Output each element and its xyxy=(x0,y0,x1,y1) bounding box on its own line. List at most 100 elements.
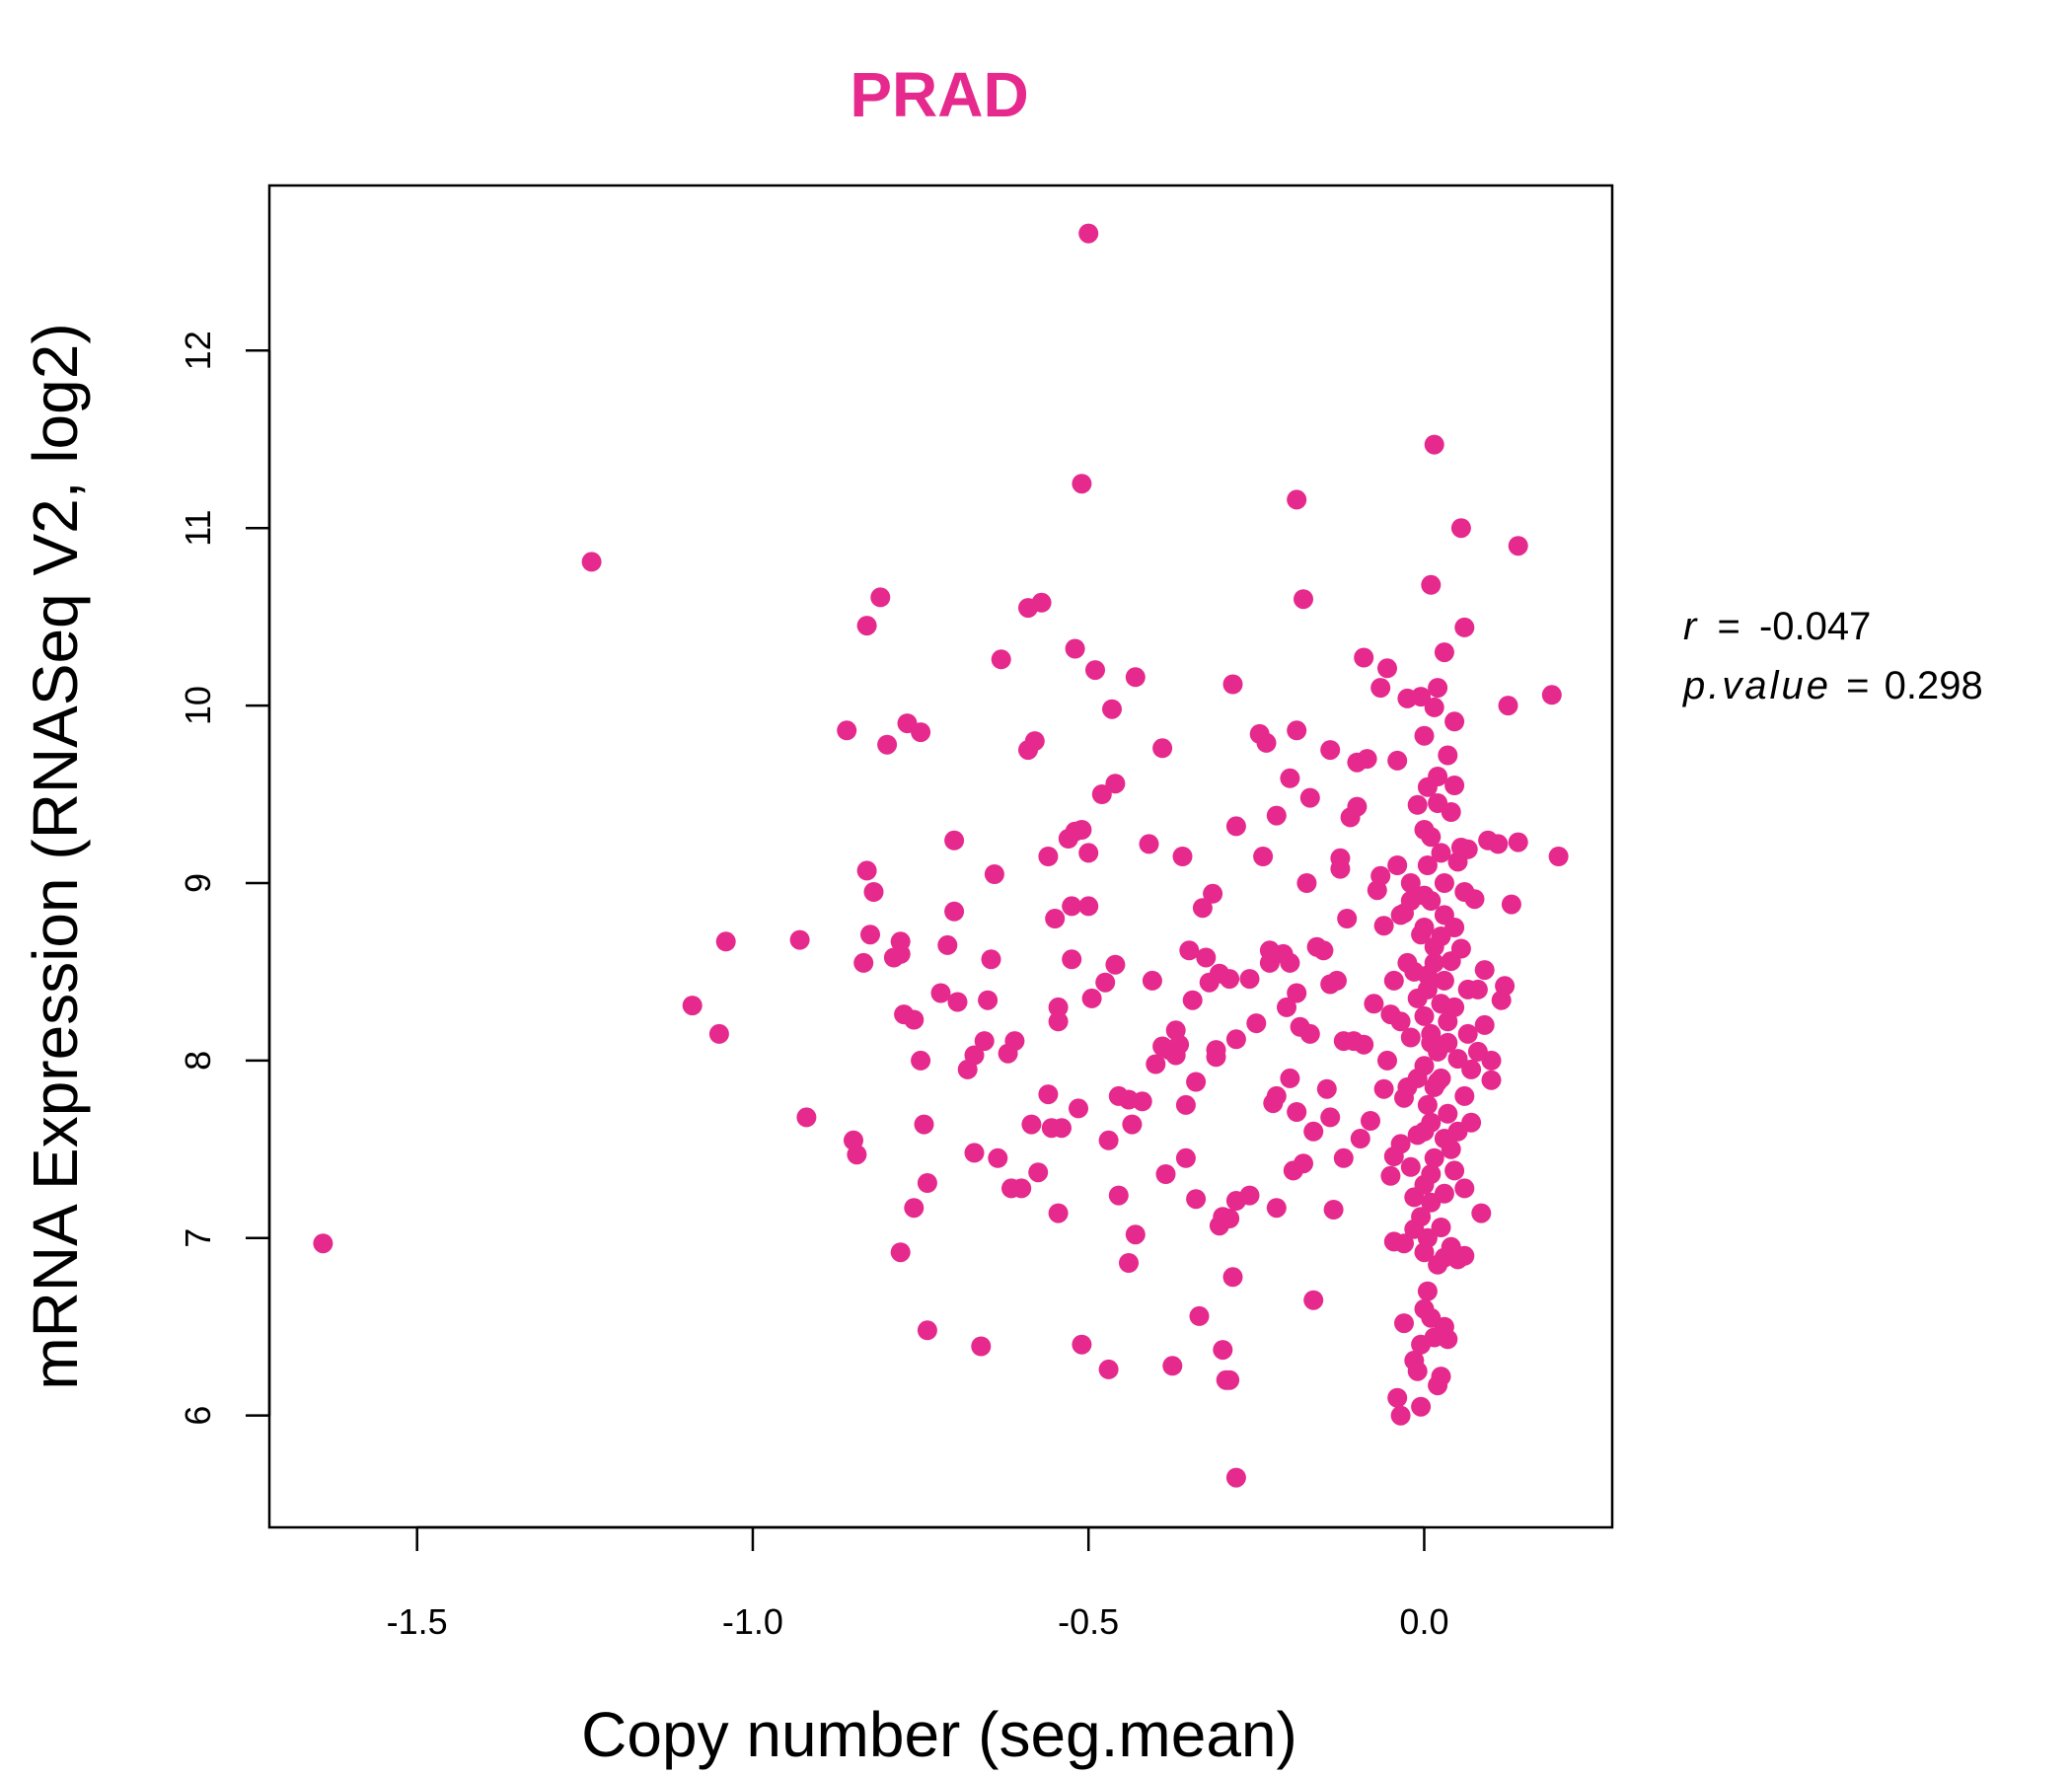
data-point xyxy=(1495,976,1516,997)
data-point xyxy=(1434,970,1454,991)
data-point xyxy=(1294,1153,1313,1174)
data-point xyxy=(1239,1185,1260,1206)
data-point xyxy=(991,649,1011,670)
data-point xyxy=(1441,1139,1461,1159)
data-point xyxy=(581,552,602,572)
data-point xyxy=(1316,1078,1337,1099)
data-point xyxy=(1052,1118,1072,1139)
data-point xyxy=(937,934,958,955)
data-point xyxy=(1146,1054,1166,1074)
data-point xyxy=(1206,1047,1226,1068)
data-point xyxy=(1467,979,1488,999)
data-point xyxy=(1091,784,1112,804)
data-point xyxy=(1299,787,1320,808)
data-point xyxy=(1481,1070,1502,1090)
data-point xyxy=(1122,1114,1143,1135)
data-point xyxy=(1024,731,1045,752)
data-point xyxy=(1350,1129,1370,1148)
data-point xyxy=(1417,1281,1438,1301)
data-point xyxy=(930,983,951,1003)
y-axis-label: mRNA Expression (RNASeq V2, log2) xyxy=(20,323,91,1389)
data-point xyxy=(1424,1076,1444,1097)
data-point xyxy=(1303,1121,1324,1142)
data-point xyxy=(1337,909,1358,928)
data-point xyxy=(856,860,877,881)
data-point xyxy=(1407,1361,1428,1381)
data-point xyxy=(984,864,1004,884)
data-point xyxy=(1287,489,1307,510)
y-tick-label: 11 xyxy=(178,510,218,547)
data-point xyxy=(1428,678,1448,699)
data-point xyxy=(715,931,736,952)
data-point xyxy=(1417,979,1438,999)
data-point xyxy=(1428,1254,1448,1275)
data-point xyxy=(917,1173,937,1193)
data-point xyxy=(1383,970,1404,991)
data-point xyxy=(1189,1305,1210,1326)
data-point xyxy=(1256,732,1277,753)
data-point xyxy=(1004,1031,1025,1052)
data-point xyxy=(1182,990,1203,1010)
data-point xyxy=(1454,1085,1475,1106)
data-point xyxy=(1414,1005,1435,1026)
data-point xyxy=(1246,1013,1267,1034)
chart-title: PRAD xyxy=(850,59,1028,130)
x-tick-label: -1.5 xyxy=(387,1601,448,1642)
data-point xyxy=(1313,940,1334,961)
data-point xyxy=(1287,983,1307,1003)
data-point xyxy=(1450,838,1471,857)
data-point xyxy=(1330,858,1351,879)
data-point xyxy=(1370,678,1391,699)
data-point xyxy=(890,1242,911,1263)
data-point xyxy=(1299,1023,1320,1044)
data-point xyxy=(1081,988,1102,1008)
data-point xyxy=(1072,474,1092,494)
data-point xyxy=(1062,949,1082,970)
data-point xyxy=(1179,940,1200,961)
data-point xyxy=(1078,843,1099,863)
data-points xyxy=(313,223,1569,1488)
data-point xyxy=(1155,1164,1176,1184)
data-point xyxy=(1394,1313,1414,1334)
data-point xyxy=(1373,1078,1394,1099)
data-point xyxy=(870,587,891,608)
data-point xyxy=(1162,1356,1183,1376)
data-point xyxy=(1404,1219,1425,1239)
data-point xyxy=(944,830,965,851)
data-point xyxy=(1471,1203,1492,1223)
x-tick-label: -1.0 xyxy=(722,1601,783,1642)
data-point xyxy=(1125,667,1146,688)
p-number: 0.298 xyxy=(1885,664,1983,707)
y-axis: 6 7 8 9 10 11 12 xyxy=(178,331,271,1426)
data-point xyxy=(1444,997,1465,1017)
data-point xyxy=(1239,969,1260,990)
data-point xyxy=(1280,768,1300,788)
data-point xyxy=(890,943,911,964)
data-point xyxy=(904,1009,925,1030)
data-point xyxy=(1414,918,1435,937)
data-point xyxy=(1457,1023,1478,1044)
data-point xyxy=(1132,1091,1152,1112)
data-point xyxy=(1078,896,1099,917)
data-point xyxy=(1085,660,1105,681)
data-point xyxy=(1454,1178,1475,1199)
data-point xyxy=(1450,518,1471,539)
data-point xyxy=(1434,873,1454,893)
data-point xyxy=(1390,1405,1411,1426)
data-point xyxy=(1287,720,1307,741)
data-point xyxy=(1213,1340,1233,1361)
data-point xyxy=(1421,891,1442,911)
data-point xyxy=(1220,969,1240,990)
data-point xyxy=(1431,1367,1451,1387)
data-point xyxy=(837,720,857,741)
data-point xyxy=(1266,805,1287,826)
y-tick-label: 9 xyxy=(178,873,218,893)
data-point xyxy=(1474,960,1495,981)
data-point xyxy=(1357,749,1377,770)
data-point xyxy=(1400,873,1421,893)
data-point xyxy=(1125,1224,1146,1245)
data-point xyxy=(860,925,880,945)
data-point xyxy=(1048,1203,1069,1223)
data-point xyxy=(877,734,898,755)
data-point xyxy=(1428,793,1448,813)
